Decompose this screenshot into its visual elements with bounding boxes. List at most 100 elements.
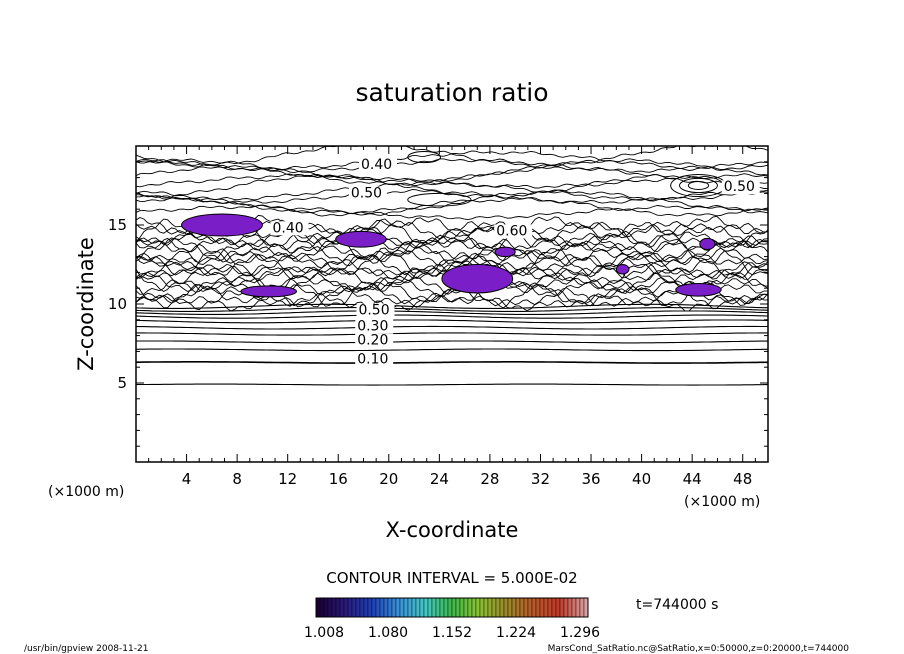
colorbar-cell <box>519 597 525 618</box>
contour-line <box>136 230 768 253</box>
colorbar-cell <box>491 597 497 618</box>
colorbar-cell <box>319 597 325 618</box>
supersaturated-region <box>335 230 387 248</box>
colorbar-cell <box>539 597 545 618</box>
colorbar-cell <box>479 597 485 618</box>
contour-label-bg <box>355 352 394 367</box>
x-tick-label: 48 <box>733 470 752 488</box>
contour-line <box>136 293 768 312</box>
colorbar-cell <box>383 597 389 618</box>
colorbar-cell <box>555 597 561 618</box>
colorbar-cell <box>435 597 441 618</box>
closed-contour <box>687 181 710 190</box>
contour-label: 0.50 <box>724 179 755 195</box>
y-axis-unit: (×1000 m) <box>48 484 124 500</box>
contour-label: 0.50 <box>351 186 382 202</box>
colorbar-cell <box>467 597 473 618</box>
contour-label-bg <box>356 303 395 318</box>
colorbar-cell <box>503 597 509 618</box>
contour-label-bg <box>348 186 387 201</box>
x-tick-label: 20 <box>379 470 398 488</box>
x-tick-label: 44 <box>683 470 702 488</box>
colorbar-frame <box>315 597 589 618</box>
contour-line <box>136 146 768 168</box>
footer-right: MarsCond_SatRatio.nc@SatRatio,x=0:50000,… <box>548 644 850 654</box>
colorbar-cell <box>387 597 393 618</box>
contour-line <box>136 314 768 319</box>
colorbar-cell <box>475 597 481 618</box>
supersaturation-fills <box>181 213 722 298</box>
supersaturated-region <box>699 237 716 250</box>
contour-line <box>136 276 768 307</box>
colorbar-cell <box>527 597 533 618</box>
colorbar-cell <box>427 597 433 618</box>
supersaturated-region <box>240 285 298 298</box>
contour-line <box>136 310 768 315</box>
contour-label: 0.60 <box>496 223 527 239</box>
supersaturated-region <box>181 213 263 237</box>
colorbar-cell <box>359 597 365 618</box>
colorbar-cell <box>455 597 461 618</box>
colorbar-cell <box>351 597 357 618</box>
x-axis-ticks: 4 8 12 16 20 24 28 32 36 40 44 48 <box>135 146 769 488</box>
contour-line <box>136 189 768 204</box>
colorbar <box>315 597 589 618</box>
contour-interval-text: CONTOUR INTERVAL = 5.000E-02 <box>326 569 577 587</box>
colorbar-cell <box>411 597 417 618</box>
contour-line <box>136 325 768 330</box>
colorbar-cell <box>547 597 553 618</box>
colorbar-cell <box>335 597 341 618</box>
colorbar-cell <box>567 597 573 618</box>
x-axis-label: X-coordinate <box>386 518 519 542</box>
y-tick-label: 10 <box>108 295 127 313</box>
footer-left: /usr/bin/gpview 2008-11-21 <box>24 644 148 654</box>
x-tick-label: 8 <box>232 470 242 488</box>
colorbar-tick-label: 1.224 <box>496 625 536 641</box>
colorbar-tick-label: 1.080 <box>368 625 408 641</box>
colorbar-cell <box>371 597 377 618</box>
contour-line <box>136 361 768 364</box>
colorbar-cell <box>355 597 361 618</box>
x-tick-label: 16 <box>329 470 348 488</box>
x-tick-label: 4 <box>182 470 192 488</box>
contour-label-bg <box>270 221 309 236</box>
contour-label: 0.20 <box>357 333 388 349</box>
contour-line <box>136 257 768 282</box>
contour-label-bg <box>355 333 394 348</box>
colorbar-cell <box>315 597 321 618</box>
colorbar-cell <box>347 597 353 618</box>
contour-label-bg <box>721 180 760 195</box>
colorbar-tick-label: 1.008 <box>304 625 344 641</box>
contour-line <box>136 340 768 344</box>
plot-frame <box>135 145 769 463</box>
y-tick-label: 15 <box>108 216 127 234</box>
colorbar-cell <box>499 597 505 618</box>
contour-line <box>136 348 768 352</box>
colorbar-cell <box>575 597 581 618</box>
contour-line <box>136 237 768 265</box>
colorbar-cell <box>395 597 401 618</box>
contour-line <box>136 332 768 336</box>
colorbar-cell <box>363 597 369 618</box>
colorbar-cell <box>515 597 521 618</box>
time-label: t=744000 s <box>636 597 718 613</box>
colorbar-cell <box>379 597 385 618</box>
colorbar-cell <box>483 597 489 618</box>
contour-label: 0.30 <box>357 318 388 334</box>
supersaturated-region <box>615 264 630 275</box>
x-tick-label: 36 <box>581 470 600 488</box>
colorbar-cell <box>407 597 413 618</box>
x-axis-unit: (×1000 m) <box>684 494 760 510</box>
colorbar-cell <box>583 597 589 618</box>
colorbar-cell <box>551 597 557 618</box>
colorbar-cell <box>419 597 425 618</box>
closed-contour <box>407 192 472 207</box>
colorbar-cell <box>451 597 457 618</box>
colorbar-cell <box>431 597 437 618</box>
colorbar-tick-label: 1.152 <box>432 625 472 641</box>
contour-line <box>136 173 768 189</box>
closed-contour <box>679 177 718 194</box>
colorbar-cell <box>399 597 405 618</box>
colorbar-cell <box>331 597 337 618</box>
y-axis-ticks: 5 10 15 <box>108 145 768 463</box>
